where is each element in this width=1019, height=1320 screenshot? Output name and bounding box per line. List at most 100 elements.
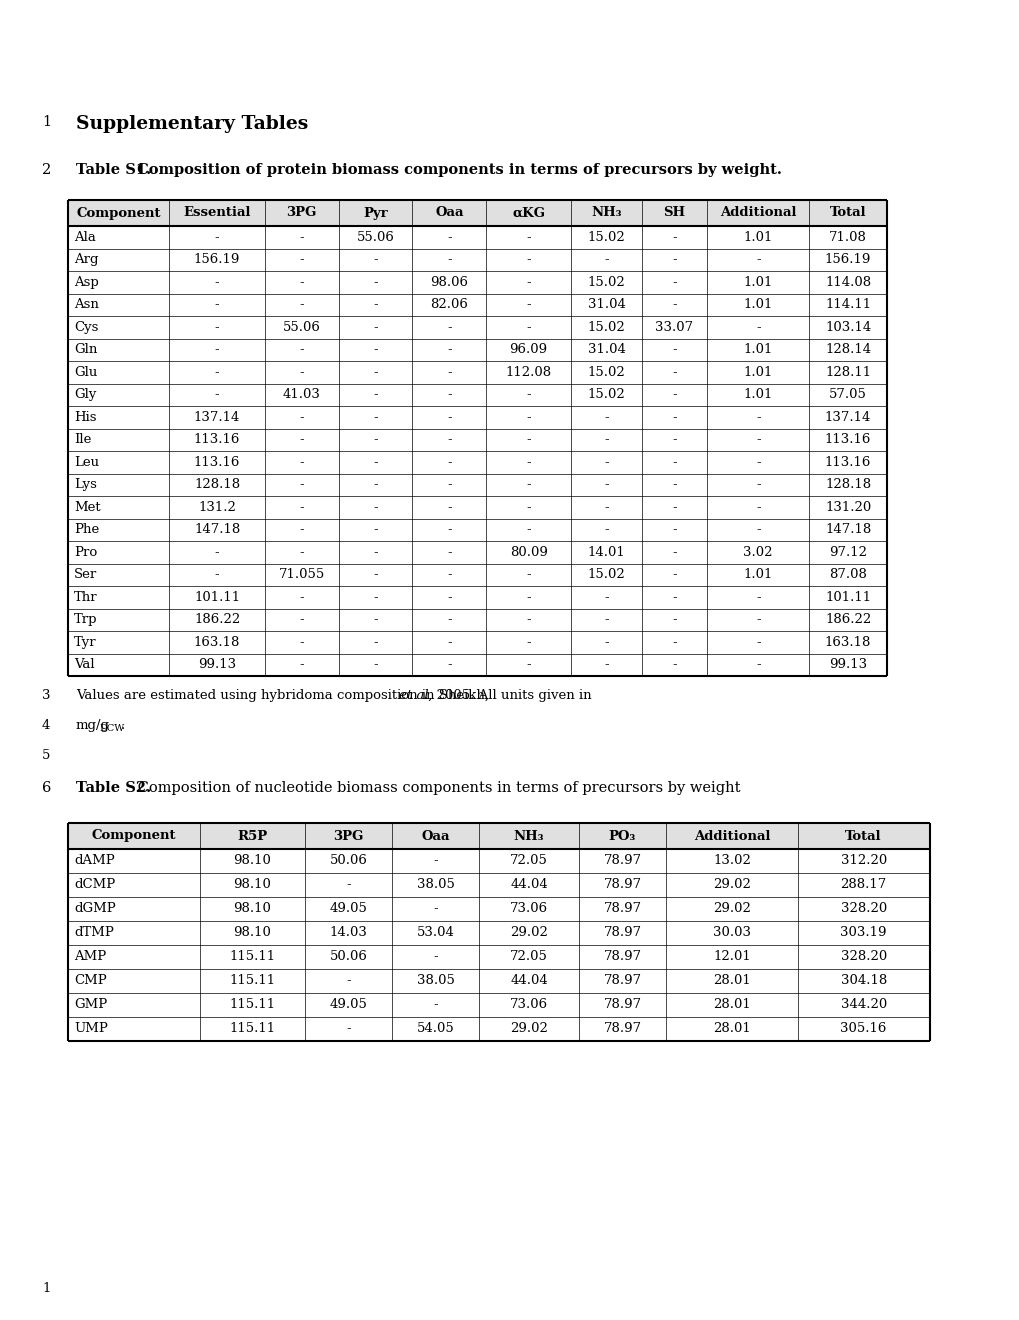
Text: 101.11: 101.11	[824, 591, 870, 603]
Text: 28.01: 28.01	[712, 1023, 750, 1035]
Text: -: -	[526, 276, 530, 289]
Text: 312.20: 312.20	[840, 854, 886, 867]
Text: -: -	[373, 591, 377, 603]
Text: -: -	[526, 455, 530, 469]
Text: 55.06: 55.06	[357, 231, 394, 244]
Text: -: -	[433, 950, 437, 964]
Text: 1.01: 1.01	[743, 276, 772, 289]
Text: 44.04: 44.04	[510, 974, 547, 987]
Text: -: -	[373, 478, 377, 491]
Text: Essential: Essential	[183, 206, 251, 219]
Text: 113.16: 113.16	[194, 433, 240, 446]
Text: 78.97: 78.97	[603, 854, 641, 867]
Text: Asn: Asn	[74, 298, 99, 312]
Text: -: -	[526, 433, 530, 446]
Text: -: -	[672, 478, 677, 491]
Text: 78.97: 78.97	[603, 974, 641, 987]
Text: 113.16: 113.16	[824, 455, 870, 469]
Text: -: -	[299, 636, 304, 648]
Text: Table S2.: Table S2.	[76, 781, 151, 795]
Text: Ile: Ile	[74, 433, 92, 446]
Text: Val: Val	[74, 659, 95, 672]
Text: 15.02: 15.02	[587, 388, 625, 401]
Text: dAMP: dAMP	[74, 854, 114, 867]
Text: Gly: Gly	[74, 388, 96, 401]
Text: -: -	[672, 253, 677, 267]
Text: 72.05: 72.05	[510, 854, 547, 867]
Text: 28.01: 28.01	[712, 974, 750, 987]
Text: -: -	[672, 659, 677, 672]
Text: -: -	[299, 500, 304, 513]
Text: 128.11: 128.11	[824, 366, 870, 379]
Text: -: -	[603, 659, 608, 672]
Text: Total: Total	[829, 206, 865, 219]
Text: -: -	[672, 568, 677, 581]
Text: Component: Component	[92, 829, 176, 842]
Text: -: -	[446, 343, 451, 356]
Text: Cys: Cys	[74, 321, 98, 334]
Text: -: -	[373, 568, 377, 581]
Text: 113.16: 113.16	[824, 433, 870, 446]
Text: 15.02: 15.02	[587, 321, 625, 334]
Text: -: -	[446, 568, 451, 581]
Text: -: -	[446, 478, 451, 491]
Text: -: -	[299, 614, 304, 626]
Text: 97.12: 97.12	[828, 545, 866, 558]
Text: 29.02: 29.02	[712, 879, 750, 891]
Text: -: -	[755, 500, 760, 513]
Text: Supplementary Tables: Supplementary Tables	[76, 115, 308, 133]
Text: -: -	[526, 659, 530, 672]
Text: NH₃: NH₃	[514, 829, 544, 842]
Text: 115.11: 115.11	[229, 1023, 275, 1035]
Text: 30.03: 30.03	[712, 927, 750, 940]
Text: -: -	[373, 276, 377, 289]
Text: -: -	[526, 253, 530, 267]
Text: 13.02: 13.02	[712, 854, 750, 867]
Text: 304.18: 304.18	[840, 974, 886, 987]
Text: Asp: Asp	[74, 276, 99, 289]
Text: 98.10: 98.10	[233, 927, 271, 940]
Text: -: -	[526, 388, 530, 401]
Text: -: -	[672, 636, 677, 648]
Text: -: -	[755, 433, 760, 446]
Text: 49.05: 49.05	[329, 998, 367, 1011]
Text: -: -	[433, 903, 437, 916]
Text: 186.22: 186.22	[194, 614, 239, 626]
Text: -: -	[755, 614, 760, 626]
Bar	[68, 822, 928, 1041]
Text: -: -	[526, 231, 530, 244]
Text: 14.01: 14.01	[587, 545, 625, 558]
Text: 147.18: 147.18	[194, 523, 239, 536]
Text: -: -	[299, 455, 304, 469]
Text: 147.18: 147.18	[824, 523, 870, 536]
Text: Table S1.: Table S1.	[76, 162, 151, 177]
Text: R5P: R5P	[236, 829, 267, 842]
Text: NH₃: NH₃	[591, 206, 622, 219]
Text: -: -	[755, 636, 760, 648]
Text: -: -	[526, 478, 530, 491]
Text: 15.02: 15.02	[587, 231, 625, 244]
Text: Component: Component	[76, 206, 161, 219]
Text: 71.055: 71.055	[278, 568, 324, 581]
Text: DCW: DCW	[99, 723, 124, 733]
Text: 29.02: 29.02	[712, 903, 750, 916]
Text: -: -	[603, 455, 608, 469]
Text: 15.02: 15.02	[587, 568, 625, 581]
Text: Ala: Ala	[74, 231, 96, 244]
Text: -: -	[345, 974, 351, 987]
Text: 98.10: 98.10	[233, 879, 271, 891]
Text: -: -	[215, 276, 219, 289]
Text: -: -	[672, 455, 677, 469]
Text: -: -	[672, 388, 677, 401]
Text: 137.14: 137.14	[824, 411, 870, 424]
Text: -: -	[373, 253, 377, 267]
Text: 78.97: 78.97	[603, 927, 641, 940]
Text: -: -	[603, 523, 608, 536]
Text: -: -	[755, 411, 760, 424]
Text: -: -	[373, 659, 377, 672]
Text: -: -	[299, 253, 304, 267]
Text: 96.09: 96.09	[510, 343, 547, 356]
Text: -: -	[526, 298, 530, 312]
Text: .: .	[121, 719, 125, 733]
Text: 29.02: 29.02	[510, 927, 547, 940]
